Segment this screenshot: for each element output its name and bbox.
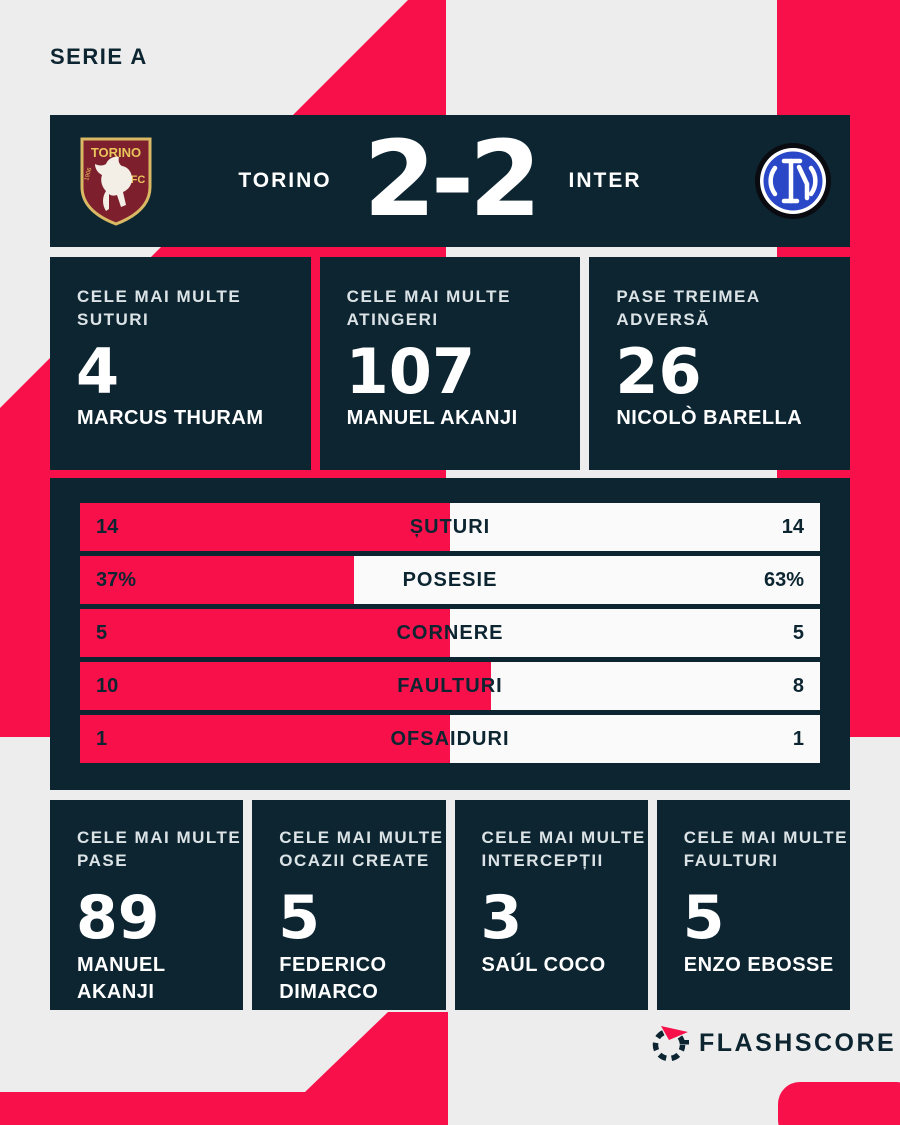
stat-label: FAULTURI bbox=[397, 675, 503, 697]
stat-bar-possession: 37% POSESIE 63% bbox=[80, 556, 820, 604]
bottom-stat-cards: CELE MAI MULTE PASE 89 MANUEL AKANJI CEL… bbox=[50, 800, 850, 1010]
stat-card-label: PASE TREIMEA ADVERSĂ bbox=[616, 287, 761, 329]
stat-card-player: NICOLÒ BARELLA bbox=[616, 407, 803, 429]
stat-card-most-shots: CELE MAI MULTE SUTURI 4 MARCUS THURAM bbox=[50, 257, 311, 470]
stat-card-label: CELE MAI MULTE OCAZII CREATE bbox=[279, 828, 444, 870]
stat-bar-shots: 14 ȘUTURI 14 bbox=[80, 503, 820, 551]
stat-card-value: 5 bbox=[278, 883, 320, 953]
stat-card-most-interceptions: CELE MAI MULTE INTERCEPȚII 3 SAÚL COCO bbox=[454, 800, 648, 1010]
stat-card-most-chances-created: CELE MAI MULTE OCAZII CREATE 5 FEDERICO … bbox=[252, 800, 446, 1010]
home-value: 5 bbox=[96, 622, 108, 644]
home-value: 14 bbox=[96, 516, 119, 538]
match-score: 2-2 bbox=[363, 118, 542, 240]
stat-card-value: 26 bbox=[615, 335, 702, 408]
stat-card-player: SAÚL COCO bbox=[481, 954, 606, 976]
stat-card-player: MANUEL AKANJI bbox=[77, 954, 166, 1003]
home-bar-fill bbox=[80, 609, 450, 657]
flashscore-brand: FLASHSCORE bbox=[650, 1023, 896, 1063]
stat-label: OFSAIDURI bbox=[390, 728, 510, 750]
stat-card-value: 107 bbox=[345, 335, 476, 408]
stat-label: POSESIE bbox=[402, 569, 498, 591]
stat-card-label: CELE MAI MULTE PASE bbox=[77, 828, 242, 870]
league-title: SERIE A bbox=[50, 44, 148, 69]
stat-label: ȘUTURI bbox=[409, 516, 491, 538]
stat-card-value: 89 bbox=[76, 883, 160, 953]
away-value: 1 bbox=[792, 728, 804, 750]
stat-card-final-third-passes: PASE TREIMEA ADVERSĂ 26 NICOLÒ BARELLA bbox=[589, 257, 851, 470]
flashscore-icon bbox=[652, 1026, 689, 1062]
match-stats-panel: 14 ȘUTURI 14 37% POSESIE 63% 5 CORNERE 5… bbox=[50, 478, 850, 790]
home-bar-fill bbox=[80, 715, 450, 763]
stat-card-player: ENZO EBOSSE bbox=[683, 954, 834, 976]
torino-crest-icon: TORINO FC 1906 bbox=[80, 137, 152, 226]
stat-card-player: MANUEL AKANJI bbox=[346, 407, 518, 429]
stat-card-value: 5 bbox=[682, 883, 725, 953]
svg-text:1906: 1906 bbox=[84, 166, 93, 181]
stat-label: CORNERE bbox=[396, 622, 504, 644]
home-team-name: TORINO bbox=[238, 169, 332, 192]
home-value: 1 bbox=[96, 728, 108, 750]
inter-crest-icon bbox=[755, 143, 831, 219]
away-value: 8 bbox=[792, 675, 804, 697]
stat-bar-offsides: 1 OFSAIDURI 1 bbox=[80, 715, 820, 763]
stat-card-player: FEDERICO DIMARCO bbox=[279, 954, 387, 1003]
top-stat-cards: CELE MAI MULTE SUTURI 4 MARCUS THURAM CE… bbox=[50, 257, 851, 470]
away-value: 5 bbox=[792, 622, 804, 644]
stat-card-most-passes: CELE MAI MULTE PASE 89 MANUEL AKANJI bbox=[50, 800, 244, 1010]
svg-text:FC: FC bbox=[131, 174, 146, 186]
stat-card-player: MARCUS THURAM bbox=[77, 407, 264, 429]
away-value: 14 bbox=[781, 516, 804, 538]
brand-wordmark: FLASHSCORE bbox=[699, 1028, 897, 1057]
stat-bar-corners: 5 CORNERE 5 bbox=[80, 609, 820, 657]
home-bar-fill bbox=[80, 503, 450, 551]
stat-card-most-fouls: CELE MAI MULTE FAULTURI 5 ENZO EBOSSE bbox=[656, 800, 850, 1010]
stat-bar-fouls: 10 FAULTURI 8 bbox=[80, 662, 820, 710]
home-value: 10 bbox=[96, 675, 119, 697]
home-bar-fill bbox=[80, 556, 354, 604]
match-header: TORINO FC 1906 TORINO 2-2 INTER bbox=[50, 115, 850, 247]
stat-card-value: 4 bbox=[76, 335, 120, 408]
home-bar-fill bbox=[80, 662, 492, 710]
stat-card-label: CELE MAI MULTE ATINGERI bbox=[346, 287, 511, 329]
stat-card-label: CELE MAI MULTE FAULTURI bbox=[683, 828, 848, 870]
svg-text:TORINO: TORINO bbox=[91, 145, 141, 160]
away-team-name: INTER bbox=[568, 169, 642, 192]
stat-card-value: 3 bbox=[480, 883, 523, 953]
home-value: 37% bbox=[96, 569, 137, 591]
stat-card-most-touches: CELE MAI MULTE ATINGERI 107 MANUEL AKANJ… bbox=[319, 257, 581, 470]
away-value: 63% bbox=[763, 569, 804, 591]
stat-card-label: CELE MAI MULTE INTERCEPȚII bbox=[481, 828, 646, 870]
stat-card-label: CELE MAI MULTE SUTURI bbox=[77, 287, 242, 329]
